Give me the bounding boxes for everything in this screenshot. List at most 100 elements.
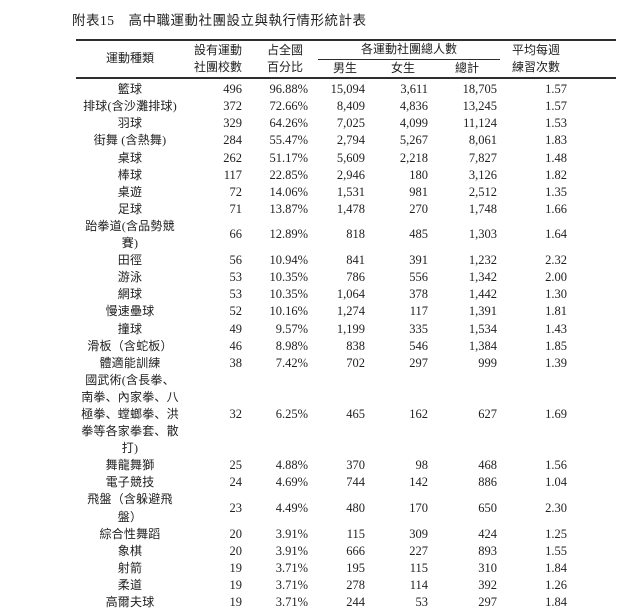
cell-total: 1,391 xyxy=(468,304,498,319)
cell-avg: 1.69 xyxy=(545,406,568,421)
cell-female: 391 xyxy=(409,253,428,268)
cell-schools: 32 xyxy=(229,406,243,421)
cell-sport: 滑板（含蛇板） xyxy=(87,338,173,353)
cell-total: 13,245 xyxy=(462,99,498,114)
cell-pct: 3.91% xyxy=(275,543,308,558)
cell-male: 115 xyxy=(346,526,365,541)
cell-pct: 22.85% xyxy=(269,167,308,182)
cell-total: 1,232 xyxy=(468,253,498,268)
cell-sport: 足球 xyxy=(117,201,143,216)
spacer-cell xyxy=(572,491,616,525)
cell-male: 838 xyxy=(346,338,365,353)
cell-female: 309 xyxy=(409,526,428,541)
col-header-pct: 占全國 百分比 xyxy=(252,40,318,80)
cell-schools: 23 xyxy=(229,500,243,515)
cell-male: 15,094 xyxy=(330,82,365,97)
cell-male: 8,409 xyxy=(336,99,365,114)
spacer-cell xyxy=(572,218,616,252)
cell-schools: 25 xyxy=(229,458,243,473)
table-body: 籃球 496 96.88% 15,094 3,611 18,705 1.57 排… xyxy=(76,78,616,611)
cell-sport: 田徑 xyxy=(117,253,143,268)
cell-pct: 10.94% xyxy=(269,253,308,268)
stats-table: 運動種類 設有運動 社團校數 占全國 百分比 各運動社團總人數 平均每週 練習次… xyxy=(76,39,617,611)
cell-total: 392 xyxy=(478,577,498,592)
spacer-cell xyxy=(572,474,616,491)
cell-female: 142 xyxy=(409,475,428,490)
cell-total: 893 xyxy=(478,543,498,558)
cell-sport: 跆拳道(含品勢競 賽) xyxy=(85,218,175,251)
cell-male: 1,199 xyxy=(336,321,365,336)
cell-male: 1,478 xyxy=(336,201,365,216)
cell-avg: 2.32 xyxy=(545,253,568,268)
spacer-cell xyxy=(572,286,616,303)
cell-avg: 1.64 xyxy=(545,227,568,242)
cell-pct: 3.91% xyxy=(275,526,308,541)
cell-sport: 舞龍舞獅 xyxy=(105,458,155,473)
cell-schools: 19 xyxy=(229,577,243,592)
cell-sport: 電子競技 xyxy=(105,475,155,490)
table-row: 飛盤（含躲避飛 盤） 23 4.49% 480 170 650 2.30 xyxy=(76,491,616,525)
cell-schools: 46 xyxy=(229,338,243,353)
table-row: 桌球 262 51.17% 5,609 2,218 7,827 1.48 xyxy=(76,150,616,167)
cell-total: 886 xyxy=(478,475,498,490)
spacer-cell xyxy=(572,372,616,457)
cell-sport: 網球 xyxy=(117,287,143,302)
cell-male: 244 xyxy=(346,595,365,609)
cell-schools: 52 xyxy=(229,304,243,319)
cell-schools: 284 xyxy=(223,133,242,148)
table-row: 桌遊 72 14.06% 1,531 981 2,512 1.35 xyxy=(76,184,616,201)
table-row: 街舞 (含熱舞) 284 55.47% 2,794 5,267 8,061 1.… xyxy=(76,132,616,149)
spacer-cell xyxy=(572,252,616,269)
cell-female: 4,099 xyxy=(399,116,428,131)
cell-pct: 10.16% xyxy=(269,304,308,319)
table-row: 籃球 496 96.88% 15,094 3,611 18,705 1.57 xyxy=(76,78,616,98)
cell-pct: 4.69% xyxy=(275,475,308,490)
cell-sport: 體適能訓練 xyxy=(99,355,161,370)
cell-schools: 117 xyxy=(223,167,242,182)
spacer-cell xyxy=(572,526,616,543)
cell-total: 11,124 xyxy=(463,116,498,131)
cell-schools: 262 xyxy=(223,150,242,165)
spacer-cell xyxy=(572,167,616,184)
cell-total: 627 xyxy=(478,406,498,421)
cell-male: 841 xyxy=(346,253,365,268)
cell-avg: 1.81 xyxy=(545,304,568,319)
cell-female: 270 xyxy=(409,201,428,216)
header-row-2: 男生 女生 總計 xyxy=(76,59,616,80)
cell-sport: 高爾夫球 xyxy=(105,595,155,609)
table-row: 羽球 329 64.26% 7,025 4,099 11,124 1.53 xyxy=(76,115,616,132)
cell-sport: 棒球 xyxy=(117,167,143,182)
spacer-cell xyxy=(572,594,616,611)
header-spacer xyxy=(572,40,617,80)
table-row: 射箭 19 3.71% 195 115 310 1.84 xyxy=(76,560,616,577)
cell-total: 1,748 xyxy=(468,201,498,216)
cell-male: 818 xyxy=(346,227,365,242)
cell-schools: 496 xyxy=(223,82,242,97)
cell-male: 2,794 xyxy=(336,133,365,148)
cell-total: 1,534 xyxy=(468,321,498,336)
cell-pct: 13.87% xyxy=(269,201,308,216)
cell-male: 1,274 xyxy=(336,304,365,319)
cell-avg: 1.84 xyxy=(545,560,568,575)
cell-sport: 慢速壘球 xyxy=(105,304,155,319)
cell-male: 702 xyxy=(346,355,365,370)
cell-total: 8,061 xyxy=(468,133,498,148)
col-header-avg: 平均每週 練習次數 xyxy=(500,40,573,80)
col-header-total: 總計 xyxy=(434,59,501,80)
cell-sport: 游泳 xyxy=(117,270,143,285)
cell-schools: 56 xyxy=(229,253,243,268)
cell-female: 297 xyxy=(409,355,428,370)
table-row: 排球(含沙灘排球) 372 72.66% 8,409 4,836 13,245 … xyxy=(76,98,616,115)
cell-avg: 2.00 xyxy=(545,270,568,285)
cell-pct: 10.35% xyxy=(269,270,308,285)
cell-sport: 桌遊 xyxy=(117,184,143,199)
table-caption: 附表15 高中職運動社團設立與執行情形統計表 xyxy=(72,13,367,28)
cell-sport: 象棋 xyxy=(117,543,143,558)
cell-avg: 1.84 xyxy=(545,595,568,609)
cell-pct: 12.89% xyxy=(269,227,308,242)
table-row: 滑板（含蛇板） 46 8.98% 838 546 1,384 1.85 xyxy=(76,338,616,355)
spacer-cell xyxy=(572,321,616,338)
cell-male: 5,609 xyxy=(336,150,365,165)
cell-schools: 49 xyxy=(229,321,243,336)
cell-schools: 53 xyxy=(229,287,243,302)
